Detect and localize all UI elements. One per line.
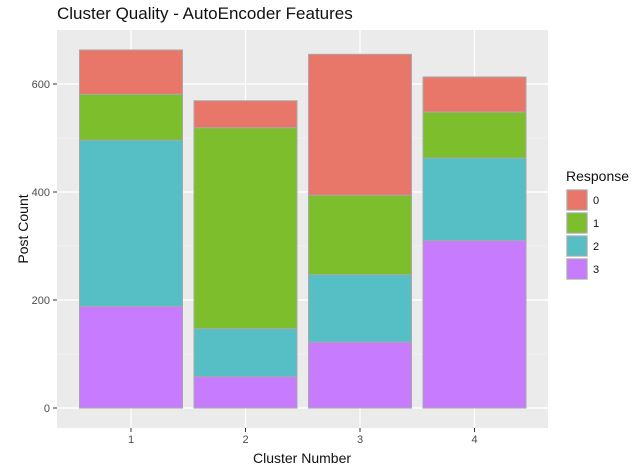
legend-label: 2 (593, 241, 599, 253)
bar-segment (193, 328, 298, 378)
bar-segment (79, 305, 183, 409)
bar-segment (79, 139, 183, 307)
bar-segment (422, 240, 527, 409)
bar-segment (308, 341, 412, 409)
y-axis-title: Post Count (15, 194, 31, 263)
bar-segment (422, 76, 527, 113)
x-axis-title: Cluster Number (253, 450, 351, 466)
axes: 0 200 400 600 1 2 3 4 (32, 79, 478, 446)
bar-segment (422, 111, 527, 159)
bar-segment (193, 127, 298, 330)
bar-segment (308, 53, 412, 196)
y-tick-label: 0 (44, 403, 50, 415)
bars (79, 49, 527, 409)
legend: Response 0 1 2 3 (566, 168, 629, 280)
x-tick-label: 1 (128, 434, 134, 446)
legend-label: 3 (593, 264, 599, 276)
bar-segment (193, 376, 298, 409)
legend-swatch (566, 258, 588, 280)
legend-label: 1 (593, 218, 599, 230)
legend-swatch (566, 212, 588, 234)
bar-segment (79, 49, 183, 95)
y-tick-label: 400 (32, 187, 50, 199)
legend-swatch (566, 189, 588, 211)
y-tick-label: 200 (32, 295, 50, 307)
legend-swatch (566, 235, 588, 257)
bar-segment (193, 100, 298, 129)
bar-segment (422, 157, 527, 242)
x-tick-label: 2 (242, 434, 248, 446)
legend-label: 0 (593, 195, 599, 207)
x-tick-label: 3 (357, 434, 363, 446)
bar-segment (79, 93, 183, 141)
y-tick-label: 600 (32, 79, 50, 91)
chart-title: Cluster Quality - AutoEncoder Features (57, 4, 353, 23)
bar-segment (308, 274, 412, 343)
bar-segment (308, 194, 412, 276)
x-tick-label: 4 (471, 434, 477, 446)
legend-title: Response (566, 168, 629, 184)
